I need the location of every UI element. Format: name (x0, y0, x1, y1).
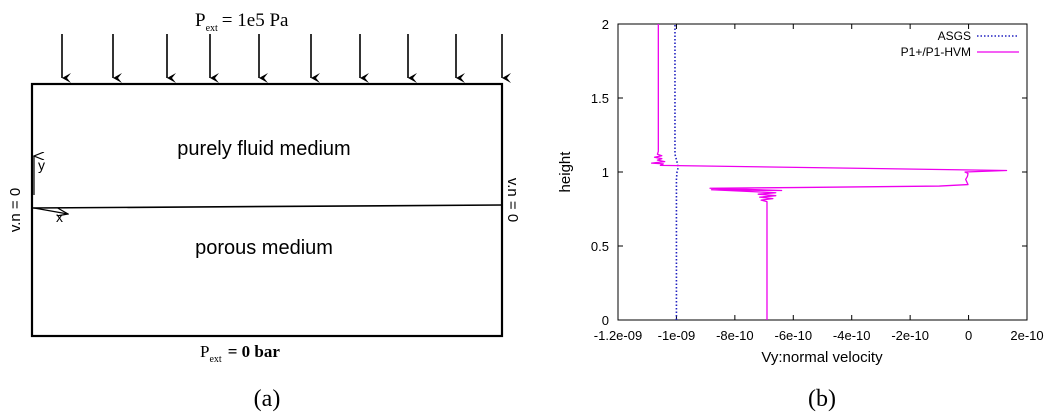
domain-box (30, 82, 504, 338)
y-tick-label: 2 (602, 17, 609, 32)
series-line-p1-p1-hvm (650, 24, 1008, 320)
x-tick-label: -4e-10 (833, 328, 871, 343)
x-tick-label: -2e-10 (891, 328, 929, 343)
x-tick-label: 0 (965, 328, 972, 343)
left-bc-label: v.n = 0 (7, 188, 24, 232)
caption-a: (a) (254, 386, 281, 412)
top-bc-label: Pext = 1e5 Pa (195, 10, 289, 34)
series-layer (650, 24, 1008, 320)
load-arrows (61, 34, 511, 83)
x-axis-arrow (33, 207, 68, 214)
legend: ASGS P1+/P1-HVM (901, 29, 1019, 59)
y-tick-label: 1 (602, 165, 609, 180)
y-tick-label: 0 (602, 313, 609, 328)
x-axis-label: Vy:normal velocity (761, 349, 883, 366)
y-tick-label: 0.5 (591, 239, 609, 254)
right-bc-label: v.n = 0 (504, 178, 521, 222)
porous-medium-label: porous medium (195, 237, 333, 259)
legend-label: ASGS (938, 29, 971, 43)
legend-label: P1+/P1-HVM (901, 45, 971, 59)
panel-a: Pext = 1e5 Pa y x purely fluid medium por… (7, 10, 521, 412)
x-tick-label: -8e-10 (716, 328, 754, 343)
interface-line (31, 204, 503, 209)
caption-b: (b) (808, 386, 836, 412)
y-ticks: 0 0.5 1 1.5 2 (591, 17, 1027, 328)
y-tick-label: 1.5 (591, 91, 609, 106)
x-ticks: -1.2e-09 -1e-09 -8e-10 -6e-10 -4e-10 -2e-10 0 2… (594, 24, 1044, 343)
fluid-medium-label: purely fluid medium (177, 138, 350, 160)
bottom-bc-label: Pext = 0 bar (200, 342, 280, 365)
y-axis-label: height (557, 151, 574, 193)
y-axis-letter: y (38, 157, 45, 173)
x-tick-label: -1.2e-09 (594, 328, 642, 343)
x-tick-label: -1e-09 (658, 328, 696, 343)
series-line-asgs (674, 24, 679, 320)
x-axis-letter: x (56, 209, 63, 225)
x-tick-label: 2e-10 (1010, 328, 1043, 343)
panel-b-chart: -1.2e-09 -1e-09 -8e-10 -6e-10 -4e-10 -2e-10 0 2… (557, 17, 1044, 412)
x-tick-label: -6e-10 (774, 328, 812, 343)
